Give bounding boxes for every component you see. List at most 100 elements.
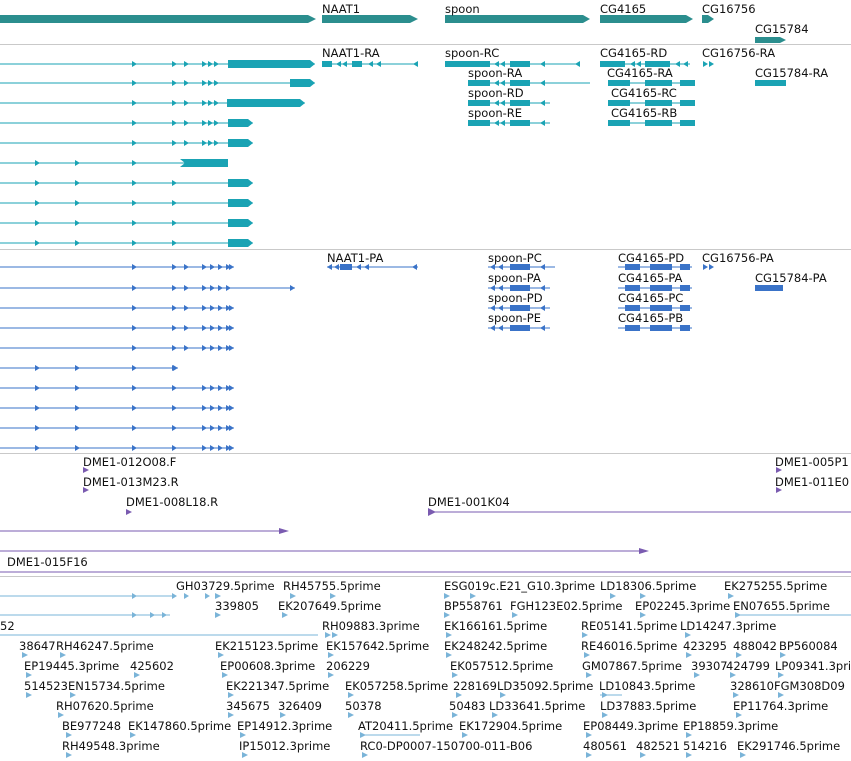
est-marker[interactable] <box>584 652 590 658</box>
est-marker[interactable] <box>586 752 592 758</box>
gene-arrow[interactable] <box>702 15 714 23</box>
est-marker[interactable] <box>228 692 234 698</box>
clone-marker[interactable] <box>279 528 289 534</box>
est-marker[interactable] <box>492 712 498 718</box>
exon-block[interactable] <box>680 305 690 311</box>
exon-end-block[interactable] <box>228 219 253 227</box>
gene-arrow[interactable] <box>600 15 693 23</box>
est-marker[interactable] <box>282 612 288 618</box>
exon-end-block[interactable] <box>228 199 253 207</box>
exon-block[interactable] <box>468 80 490 86</box>
est-marker[interactable] <box>602 712 608 718</box>
exon-block[interactable] <box>608 100 630 106</box>
est-marker[interactable] <box>330 593 336 599</box>
est-marker[interactable] <box>735 612 741 618</box>
est-marker[interactable] <box>640 752 646 758</box>
exon-block[interactable] <box>650 325 672 331</box>
est-marker[interactable] <box>740 752 746 758</box>
clone-marker[interactable] <box>776 467 782 473</box>
gene-arrow[interactable] <box>322 15 418 23</box>
est-marker[interactable] <box>686 652 692 658</box>
est-marker[interactable] <box>222 672 228 678</box>
est-marker[interactable] <box>218 652 224 658</box>
est-marker[interactable] <box>348 692 354 698</box>
exon-block[interactable] <box>340 264 352 270</box>
est-marker[interactable] <box>325 632 331 638</box>
clone-marker[interactable] <box>428 508 436 516</box>
exon-block[interactable] <box>468 100 490 106</box>
exon-end-block[interactable] <box>228 239 253 247</box>
est-marker[interactable] <box>362 752 368 758</box>
est-marker[interactable] <box>22 652 28 658</box>
est-marker[interactable] <box>348 712 354 718</box>
est-marker[interactable] <box>446 632 452 638</box>
est-marker[interactable] <box>228 712 234 718</box>
clone-marker[interactable] <box>639 548 649 554</box>
est-marker[interactable] <box>26 672 32 678</box>
exon-block[interactable] <box>600 61 625 67</box>
exon-block[interactable] <box>680 80 695 86</box>
est-marker[interactable] <box>444 593 450 599</box>
est-marker[interactable] <box>332 632 338 638</box>
est-marker[interactable] <box>280 712 286 718</box>
est-marker[interactable] <box>582 632 588 638</box>
exon-end-block[interactable] <box>228 119 253 127</box>
exon-block[interactable] <box>510 100 530 106</box>
exon-block[interactable] <box>645 100 672 106</box>
est-marker[interactable] <box>66 732 72 738</box>
exon-block[interactable] <box>680 285 690 291</box>
exon-end-block[interactable] <box>227 99 305 107</box>
exon-block[interactable] <box>510 120 530 126</box>
exon-block[interactable] <box>625 325 640 331</box>
est-marker[interactable] <box>470 593 476 599</box>
gene-arrow[interactable] <box>755 37 786 43</box>
exon-block[interactable] <box>650 264 672 270</box>
exon-block[interactable] <box>468 120 490 126</box>
est-marker[interactable] <box>500 692 506 698</box>
est-marker[interactable] <box>586 732 592 738</box>
exon-block[interactable] <box>510 264 530 270</box>
exon-block[interactable] <box>228 61 288 67</box>
exon-end-block[interactable] <box>228 139 253 147</box>
exon-block[interactable] <box>510 80 530 86</box>
est-marker[interactable] <box>66 752 72 758</box>
est-marker[interactable] <box>512 612 518 618</box>
est-marker[interactable] <box>452 712 458 718</box>
exon-block[interactable] <box>680 325 690 331</box>
exon-block[interactable] <box>650 305 672 311</box>
est-marker[interactable] <box>733 692 739 698</box>
est-marker[interactable] <box>452 672 458 678</box>
clone-marker[interactable] <box>126 509 132 515</box>
exon-block[interactable] <box>680 264 690 270</box>
exon-block[interactable] <box>680 100 695 106</box>
est-marker[interactable] <box>586 672 592 678</box>
est-marker[interactable] <box>242 752 248 758</box>
exon-block[interactable] <box>510 305 530 311</box>
est-marker[interactable] <box>778 692 784 698</box>
clone-marker[interactable] <box>83 487 89 493</box>
est-marker[interactable] <box>290 593 296 599</box>
est-marker[interactable] <box>328 652 334 658</box>
est-marker[interactable] <box>694 672 700 678</box>
est-marker[interactable] <box>215 593 221 599</box>
exon-block[interactable] <box>625 305 640 311</box>
est-marker[interactable] <box>462 732 468 738</box>
est-marker[interactable] <box>446 652 452 658</box>
est-marker[interactable] <box>70 692 76 698</box>
est-marker[interactable] <box>26 692 32 698</box>
exon-block[interactable] <box>680 120 695 126</box>
exon-block[interactable] <box>625 264 640 270</box>
est-marker[interactable] <box>778 672 784 678</box>
exon-block[interactable] <box>510 325 530 331</box>
exon-block[interactable] <box>645 120 672 126</box>
est-marker[interactable] <box>215 612 221 618</box>
est-marker[interactable] <box>610 593 616 599</box>
est-marker[interactable] <box>60 652 66 658</box>
est-marker[interactable] <box>685 632 691 638</box>
exon-block[interactable] <box>510 61 530 67</box>
exon-block[interactable] <box>510 285 530 291</box>
exon-block[interactable] <box>608 120 630 126</box>
est-marker[interactable] <box>328 672 334 678</box>
exon-block[interactable] <box>322 61 332 67</box>
exon-end-block[interactable] <box>180 159 228 167</box>
